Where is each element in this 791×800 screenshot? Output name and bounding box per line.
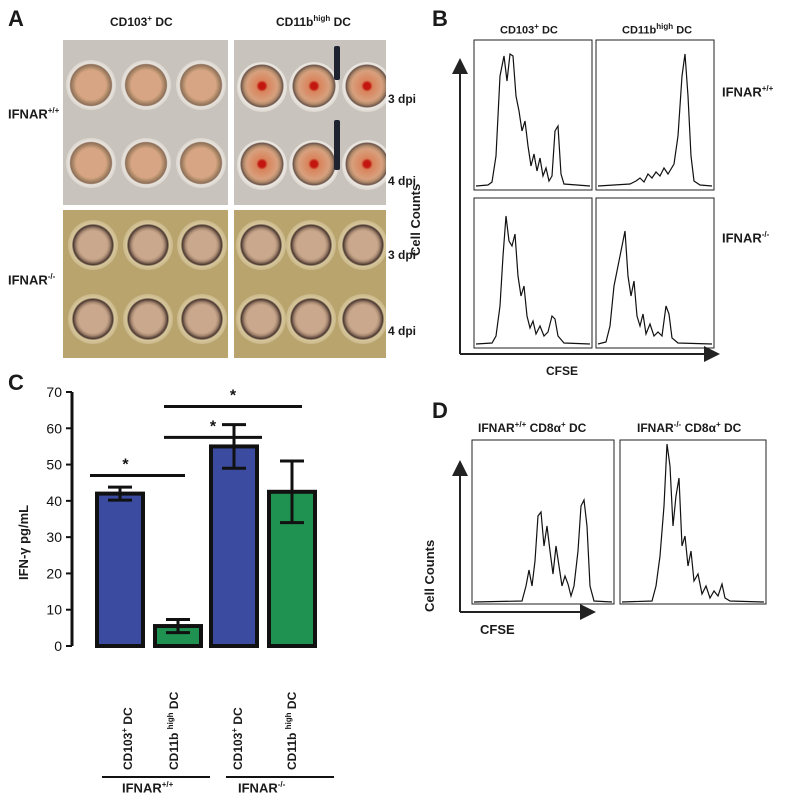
panel-d-xlabel: CFSE	[480, 622, 515, 637]
chart-category-label-3: CD103+ DC	[230, 707, 245, 770]
panel-b-ylabel: Cell Counts	[408, 183, 423, 256]
plate-wt-cd103	[63, 40, 228, 205]
panel-d-letter: D	[432, 398, 448, 423]
well	[338, 294, 386, 344]
well	[342, 140, 386, 190]
group-label-ko: IFNAR-/-	[238, 780, 286, 796]
y-tick-label: 40	[46, 493, 62, 509]
panel-d-histograms	[452, 439, 767, 620]
well	[289, 140, 339, 190]
plate-ko-cd11b	[234, 210, 386, 358]
well	[338, 220, 386, 270]
dpi-label: 3 dpi	[388, 92, 417, 106]
hist-frame	[595, 197, 715, 349]
well	[68, 294, 118, 344]
chart-category-label-2: CD11b high DC	[166, 691, 181, 770]
panel-b-row-label-wt: IFNAR+/+	[722, 84, 774, 100]
panel-b-col-header-1: CD103+ DC	[500, 22, 558, 37]
well	[121, 60, 171, 110]
panel-d-ylabel: Cell Counts	[422, 539, 437, 612]
well	[236, 220, 286, 270]
y-tick-label: 20	[46, 565, 62, 581]
bar	[209, 444, 259, 648]
group-bracket-wt	[102, 776, 210, 778]
histogram-wt-cd11b	[597, 53, 713, 187]
panel-b-row-label-ko: IFNAR-/-	[722, 230, 770, 246]
plate-wt-cd11b	[234, 40, 386, 205]
dpi-label: 3 dpi	[388, 248, 417, 262]
hist-frame	[473, 39, 593, 191]
well	[176, 138, 226, 188]
y-tick-label: 60	[46, 420, 62, 436]
chart-significance: * * *	[90, 388, 302, 477]
y-tick-label: 70	[46, 384, 62, 400]
panel-d-header-1: IFNAR+/+ CD8α+ DC	[478, 420, 587, 435]
well	[66, 60, 116, 110]
significance-star: *	[122, 456, 129, 473]
well	[121, 138, 171, 188]
panel-b-histograms	[452, 39, 720, 362]
significance-star: *	[210, 418, 217, 435]
histogram-wt-cd103	[475, 52, 591, 187]
chart-category-label-4: CD11b high DC	[284, 691, 299, 770]
y-tick-label: 50	[46, 457, 62, 473]
well	[236, 294, 286, 344]
well	[289, 62, 339, 112]
significance-star: *	[230, 388, 237, 405]
panel-a-letter: A	[8, 6, 24, 31]
panel-a-row-label-wt: IFNAR+/+	[8, 106, 60, 122]
group-label-wt: IFNAR+/+	[122, 780, 174, 796]
well	[342, 62, 386, 112]
panel-c-letter: C	[8, 370, 24, 395]
well	[237, 62, 287, 112]
dpi-label: 4 dpi	[388, 324, 417, 338]
hist-frame	[595, 39, 715, 191]
well	[66, 138, 116, 188]
panel-a-col-header-1: CD103+ DC	[110, 14, 173, 29]
hist-frame	[471, 439, 615, 605]
histogram-d-wt	[473, 497, 613, 603]
histogram-ko-cd103	[475, 215, 591, 345]
chart-category-label-1: CD103+ DC	[120, 707, 135, 770]
panel-b-col-header-2: CD11bhigh DC	[622, 22, 693, 37]
panel-a-row-label-ko: IFNAR-/-	[8, 272, 56, 288]
well	[176, 60, 226, 110]
panel-b-xlabel: CFSE	[546, 364, 579, 378]
well	[177, 220, 227, 270]
plate-divider	[334, 46, 340, 80]
chart-ylabel: IFN-γ pg/mL	[16, 504, 31, 580]
well	[177, 294, 227, 344]
well	[123, 220, 173, 270]
hist-frame	[473, 197, 593, 349]
plate-divider	[334, 120, 340, 170]
y-tick-label: 0	[54, 638, 62, 654]
y-tick-label: 10	[46, 602, 62, 618]
panel-a-col-header-2: CD11bhigh DC	[276, 14, 351, 29]
well	[286, 220, 336, 270]
well	[286, 294, 336, 344]
well	[123, 294, 173, 344]
dpi-label: 4 dpi	[388, 174, 417, 188]
hist-frame	[619, 439, 767, 605]
histogram-ko-cd11b	[597, 230, 713, 345]
histogram-d-ko	[621, 443, 765, 603]
chart-y-axis: 0 10 20 30 40 50 60 70	[46, 384, 74, 654]
group-bracket-ko	[226, 776, 334, 778]
y-tick-label: 30	[46, 529, 62, 545]
bar-chart: 0 10 20 30 40 50 60 70 * * *	[46, 384, 317, 654]
panel-b-letter: B	[432, 6, 448, 31]
chart-bars	[95, 423, 317, 649]
plate-ko-cd103	[63, 210, 228, 358]
bar	[95, 491, 145, 648]
panel-d-header-2: IFNAR-/- CD8α+ DC	[637, 420, 742, 435]
well	[237, 140, 287, 190]
well	[68, 220, 118, 270]
